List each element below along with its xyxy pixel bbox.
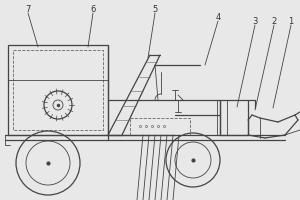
Text: 2: 2 xyxy=(272,18,277,26)
Bar xyxy=(217,100,227,135)
Text: 6: 6 xyxy=(90,5,96,15)
Bar xyxy=(13,50,103,130)
Bar xyxy=(220,100,248,135)
Text: 7: 7 xyxy=(25,5,31,15)
Bar xyxy=(130,118,190,135)
Text: 5: 5 xyxy=(152,5,158,15)
Bar xyxy=(8,45,108,135)
Text: 1: 1 xyxy=(288,18,294,26)
Text: 3: 3 xyxy=(252,18,258,26)
Text: 4: 4 xyxy=(215,14,220,22)
